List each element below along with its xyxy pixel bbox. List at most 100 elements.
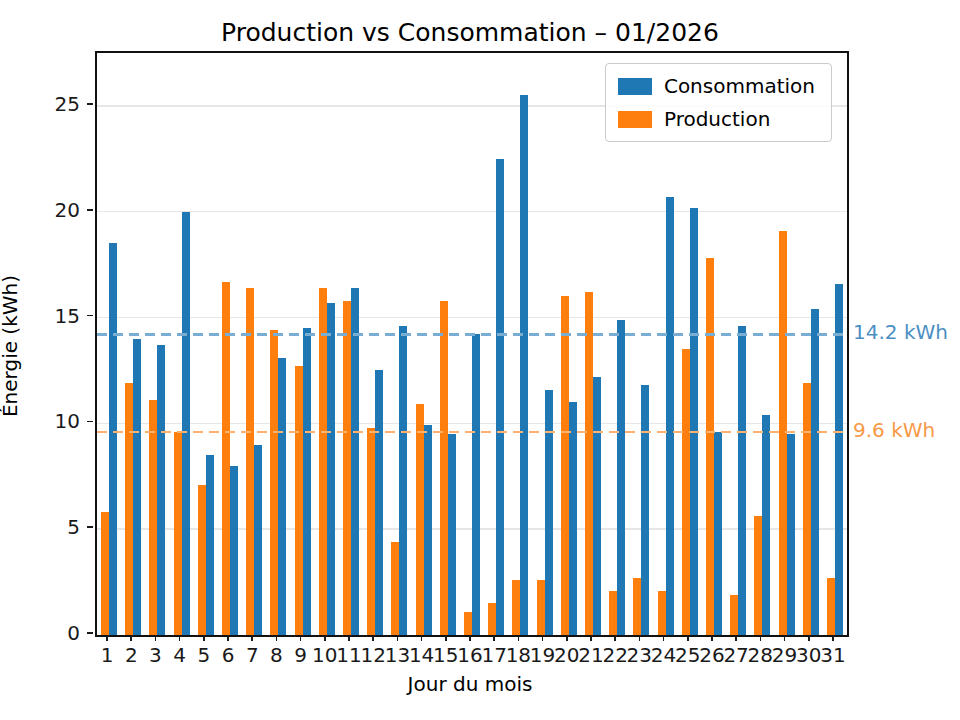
bar-consommation-day-10 [327,303,335,635]
chart-title: Production vs Consommation – 01/2026 [95,18,845,47]
x-tick-15 [445,635,447,641]
x-tick-label-4: 4 [173,643,186,667]
x-tick-label-20: 20 [554,643,579,667]
x-tick-label-14: 14 [409,643,434,667]
chart-figure: Production vs Consommation – 01/2026 Éne… [0,0,960,720]
bar-production-day-15 [440,301,448,635]
x-tick-16 [469,635,471,641]
bar-production-day-2 [125,383,133,635]
legend-label-consommation: Consommation [664,74,815,98]
bar-production-day-3 [149,400,157,635]
bar-production-day-14 [416,404,424,635]
bar-production-day-28 [754,516,762,635]
x-tick-label-19: 19 [530,643,555,667]
x-tick-12 [372,635,374,641]
bar-production-day-10 [319,288,327,635]
x-tick-label-24: 24 [651,643,676,667]
bar-production-day-13 [391,542,399,635]
bar-production-day-17 [488,603,496,635]
bar-consommation-day-23 [641,385,649,635]
bar-consommation-day-12 [375,370,383,635]
x-tick-label-10: 10 [312,643,337,667]
bar-production-day-20 [561,296,569,635]
x-tick-label-6: 6 [222,643,235,667]
bar-consommation-day-8 [278,358,286,635]
plot-area: Consommation Production [95,51,849,637]
x-tick-label-23: 23 [627,643,652,667]
x-tick-label-31: 31 [820,643,845,667]
x-tick-2 [130,635,132,641]
bar-consommation-day-31 [835,284,843,635]
x-tick-label-5: 5 [197,643,210,667]
x-tick-19 [542,635,544,641]
mean-line-consommation [97,333,847,335]
bar-consommation-day-5 [206,455,214,635]
bar-consommation-day-3 [157,345,165,635]
bar-production-day-24 [658,591,666,635]
y-tick-10 [87,421,93,423]
x-tick-label-9: 9 [294,643,307,667]
bar-consommation-day-7 [254,445,262,635]
bar-production-day-31 [827,578,835,635]
x-tick-10 [324,635,326,641]
bar-production-day-19 [537,580,545,635]
y-tick-labels: 0510152025 [38,51,80,633]
y-tick-25 [87,103,93,105]
x-tick-23 [639,635,641,641]
bar-consommation-day-29 [787,434,795,635]
y-tick-label-10: 10 [55,409,80,433]
bar-consommation-day-2 [133,339,141,635]
x-tick-14 [421,635,423,641]
bar-consommation-day-6 [230,466,238,635]
x-tick-label-17: 17 [481,643,506,667]
mean-label-production: 9.6 kWh [853,418,935,442]
x-axis-ticks: 1234567891011121314151617181920212223242… [95,635,845,669]
x-tick-label-30: 30 [796,643,821,667]
x-tick-17 [493,635,495,641]
bar-production-day-5 [198,485,206,635]
bar-consommation-day-17 [496,159,504,635]
y-tick-5 [87,526,93,528]
x-tick-3 [155,635,157,641]
bar-consommation-day-26 [714,432,722,635]
bar-consommation-day-13 [399,326,407,635]
x-tick-label-2: 2 [125,643,138,667]
bar-consommation-day-18 [520,95,528,635]
x-tick-25 [687,635,689,641]
legend-item-production: Production [618,107,815,131]
bar-consommation-day-16 [472,334,480,635]
x-tick-29 [784,635,786,641]
y-tick-label-25: 25 [55,92,80,116]
x-tick-4 [179,635,181,641]
x-tick-label-26: 26 [699,643,724,667]
bar-consommation-day-11 [351,288,359,635]
x-tick-label-28: 28 [748,643,773,667]
x-tick-1 [106,635,108,641]
bar-consommation-day-22 [617,320,625,635]
bar-production-day-12 [367,428,375,635]
legend-label-production: Production [664,107,770,131]
bar-consommation-day-21 [593,377,601,635]
x-tick-9 [300,635,302,641]
x-tick-21 [590,635,592,641]
x-tick-label-11: 11 [336,643,361,667]
bar-production-day-26 [706,258,714,635]
bar-production-day-22 [609,591,617,635]
x-tick-label-15: 15 [433,643,458,667]
y-tick-0 [87,632,93,634]
bar-production-day-9 [295,366,303,635]
bar-production-day-8 [270,330,278,635]
x-tick-label-22: 22 [602,643,627,667]
x-tick-label-8: 8 [270,643,283,667]
bar-consommation-day-27 [738,326,746,635]
legend-item-consommation: Consommation [618,74,815,98]
bar-production-day-4 [174,432,182,635]
bar-consommation-day-20 [569,402,577,635]
x-tick-5 [203,635,205,641]
x-tick-28 [760,635,762,641]
bar-production-day-25 [682,349,690,635]
bar-consommation-day-24 [666,197,674,635]
gridline-y-20 [97,211,847,213]
bar-consommation-day-14 [424,425,432,635]
x-tick-label-27: 27 [723,643,748,667]
